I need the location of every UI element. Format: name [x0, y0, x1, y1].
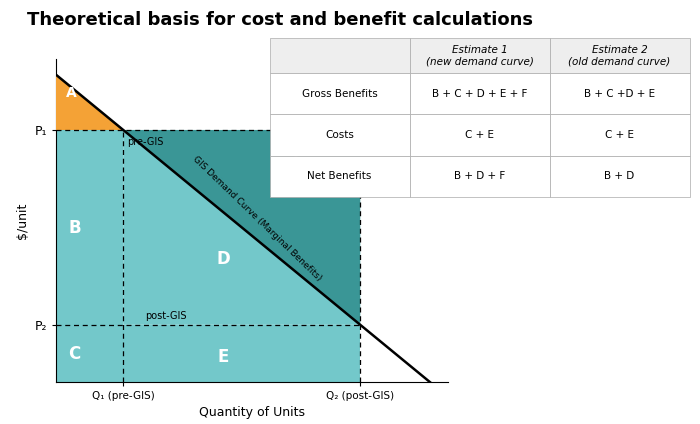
Polygon shape [123, 130, 360, 325]
Text: post-GIS: post-GIS [146, 311, 187, 321]
Polygon shape [56, 325, 123, 382]
Polygon shape [56, 75, 123, 130]
X-axis label: Quantity of Units: Quantity of Units [199, 406, 305, 419]
Text: F: F [293, 152, 304, 170]
Text: A: A [66, 86, 76, 100]
Text: E: E [218, 348, 229, 366]
Polygon shape [123, 325, 360, 382]
Text: C: C [69, 345, 81, 363]
Polygon shape [123, 130, 360, 325]
Text: GIS Demand Curve (Marginal Benefits): GIS Demand Curve (Marginal Benefits) [191, 155, 324, 283]
Y-axis label: $/unit: $/unit [16, 202, 29, 239]
Text: pre-GIS: pre-GIS [127, 137, 163, 147]
Text: D: D [216, 250, 230, 268]
Text: Theoretical basis for cost and benefit calculations: Theoretical basis for cost and benefit c… [27, 11, 533, 28]
Text: B: B [69, 219, 81, 237]
Polygon shape [56, 130, 123, 325]
